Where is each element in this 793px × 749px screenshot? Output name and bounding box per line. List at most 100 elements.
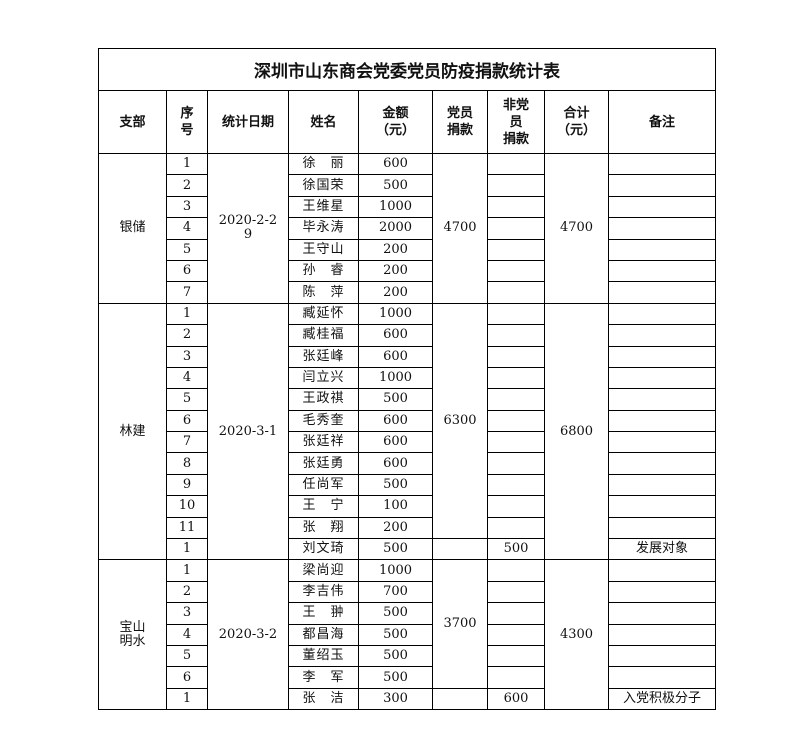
table-row: 7 张廷祥 600 [99, 431, 717, 454]
name-cell: 李 军 [288, 666, 359, 689]
seq-cell: 2 [166, 174, 208, 197]
table-row: 2 徐国荣 500 [99, 174, 717, 197]
non-party-donation-cell [487, 623, 545, 646]
seq-cell: 4 [166, 217, 208, 240]
remark-cell [607, 281, 717, 304]
non-party-donation-cell [487, 473, 545, 497]
name-cell: 张 洁 [288, 687, 359, 711]
table-row: 11 张 翔 200 [99, 516, 717, 540]
non-party-donation-cell [487, 174, 545, 197]
column-header: 党员 捐款 [432, 90, 488, 154]
branch-cell: 宝山 明水 [98, 559, 167, 711]
name-cell: 陈 萍 [288, 281, 359, 304]
table-row: 8 张廷勇 600 [99, 452, 717, 475]
seq-cell: 4 [166, 366, 208, 390]
non-party-donation-cell: 600 [487, 687, 545, 711]
name-cell: 张廷勇 [288, 452, 359, 475]
column-header: 备注 [607, 90, 717, 154]
remark-cell [607, 388, 717, 411]
party-donation-cell: 4700 [432, 153, 488, 304]
non-party-donation-cell [487, 281, 545, 304]
seq-cell: 7 [166, 431, 208, 454]
remark-cell [607, 559, 717, 582]
name-cell: 毛秀奎 [288, 409, 359, 433]
amount-cell: 2000 [358, 217, 433, 240]
remark-cell [607, 345, 717, 368]
amount-cell: 200 [358, 238, 433, 261]
seq-cell: 1 [166, 538, 208, 561]
seq-cell: 5 [166, 238, 208, 261]
remark-cell [607, 431, 717, 454]
party-donation-cell [432, 687, 488, 711]
non-party-donation-cell: 500 [487, 538, 545, 561]
name-cell: 王维星 [288, 195, 359, 219]
non-party-donation-cell [487, 559, 545, 582]
remark-cell [607, 602, 717, 625]
remark-cell [607, 495, 717, 518]
name-cell: 王守山 [288, 238, 359, 261]
seq-cell: 1 [166, 559, 208, 582]
name-cell: 刘文琦 [288, 538, 359, 561]
remark-cell [607, 409, 717, 433]
amount-cell: 600 [358, 431, 433, 454]
remark-cell: 入党积极分子 [607, 687, 717, 711]
remark-cell [607, 302, 717, 326]
non-party-donation-cell [487, 409, 545, 433]
non-party-donation-cell [487, 644, 545, 668]
name-cell: 臧延怀 [288, 302, 359, 326]
non-party-donation-cell [487, 580, 545, 604]
amount-cell: 300 [358, 687, 433, 711]
date-cell: 2020-3-2 [207, 559, 289, 711]
non-party-donation-cell [487, 345, 545, 368]
total-cell: 4700 [544, 153, 609, 304]
name-cell: 孙 睿 [288, 259, 359, 283]
name-cell: 王 翀 [288, 602, 359, 625]
amount-cell: 600 [358, 409, 433, 433]
amount-cell: 600 [358, 324, 433, 347]
table-row: 3 王维星 1000 [99, 195, 717, 219]
non-party-donation-cell [487, 388, 545, 411]
total-cell: 4300 [544, 559, 609, 711]
date-cell: 2020-3-1 [207, 302, 289, 561]
name-cell: 臧桂福 [288, 324, 359, 347]
name-cell: 梁尚迎 [288, 559, 359, 582]
non-party-donation-cell [487, 602, 545, 625]
remark-cell [607, 580, 717, 604]
non-party-donation-cell [487, 238, 545, 261]
seq-cell: 3 [166, 195, 208, 219]
name-cell: 闫立兴 [288, 366, 359, 390]
remark-cell [607, 238, 717, 261]
seq-cell: 1 [166, 302, 208, 326]
amount-cell: 500 [358, 644, 433, 668]
seq-cell: 3 [166, 345, 208, 368]
table-row: 9 任尚军 500 [99, 473, 717, 497]
non-party-donation-cell [487, 495, 545, 518]
name-cell: 董绍玉 [288, 644, 359, 668]
amount-cell: 1000 [358, 366, 433, 390]
name-cell: 李吉伟 [288, 580, 359, 604]
table-row: 5 董绍玉 500 [99, 644, 717, 668]
branch-cell: 银储 [98, 153, 167, 304]
table-row: 4 毕永涛 2000 [99, 217, 717, 240]
amount-cell: 1000 [358, 195, 433, 219]
name-cell: 都昌海 [288, 623, 359, 646]
table-row: 5 王政祺 500 [99, 388, 717, 411]
column-header: 非党员捐款 [487, 90, 545, 154]
name-cell: 张廷祥 [288, 431, 359, 454]
table-row: 10 王 宁 100 [99, 495, 717, 518]
name-cell: 张 翔 [288, 516, 359, 540]
column-header: 金额 （元） [358, 90, 433, 154]
seq-cell: 9 [166, 473, 208, 497]
seq-cell: 7 [166, 281, 208, 304]
amount-cell: 500 [358, 473, 433, 497]
seq-cell: 6 [166, 259, 208, 283]
seq-cell: 5 [166, 388, 208, 411]
table-row: 银储 1 2020-2-2 9 徐 丽 600 4700 4700 [98, 152, 717, 304]
column-header: 统计日期 [207, 90, 289, 154]
remark-cell [607, 174, 717, 197]
remark-cell [607, 324, 717, 347]
remark-cell [607, 195, 717, 219]
table-row: 林建 1 2020-3-1 臧延怀 1000 6300 6800 [98, 302, 717, 561]
non-party-donation-cell [487, 324, 545, 347]
name-cell: 徐国荣 [288, 174, 359, 197]
